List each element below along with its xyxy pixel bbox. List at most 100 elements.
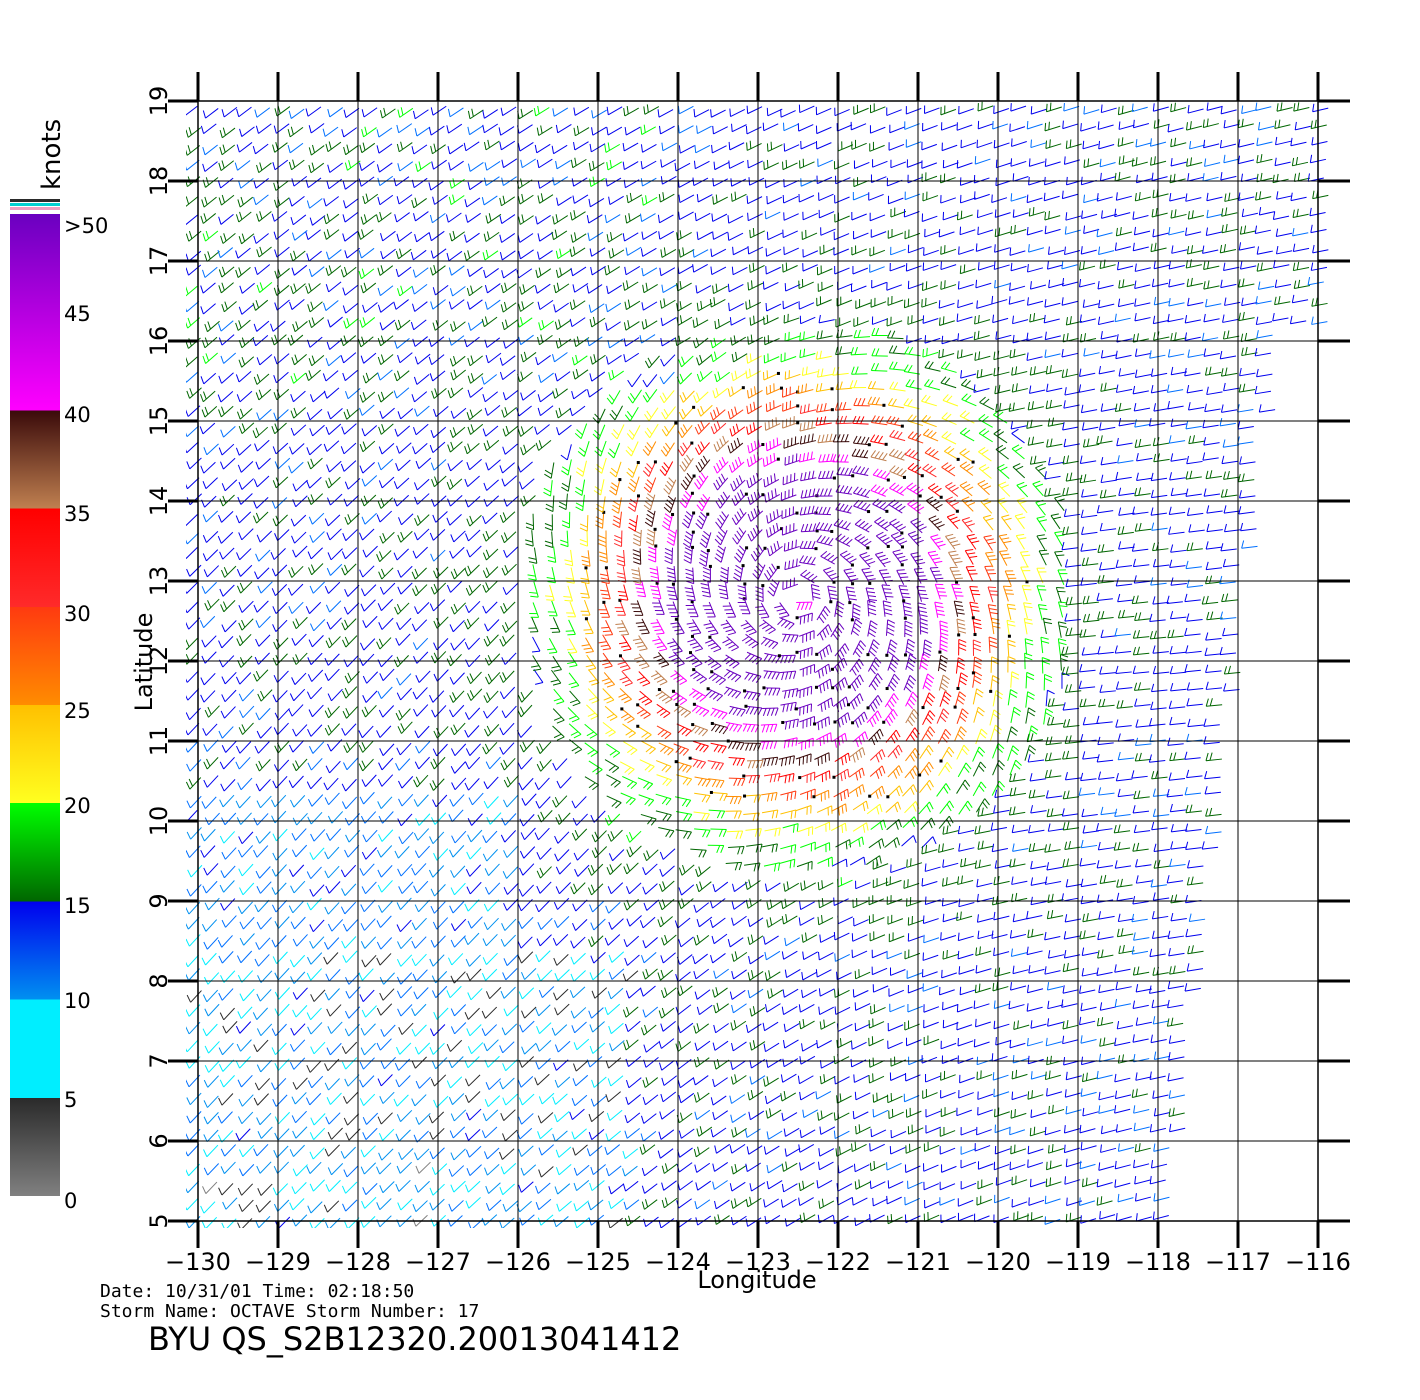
wind-barb [535, 355, 551, 366]
wind-barb [307, 652, 323, 666]
wind-barb [1081, 210, 1098, 219]
wind-barb [905, 379, 922, 390]
wind-barb [993, 428, 1008, 444]
wind-barb [802, 1109, 819, 1119]
wind-barb [943, 446, 960, 461]
wind-barb [1027, 1145, 1044, 1155]
wind-barb [731, 881, 748, 892]
wind-barb [907, 315, 924, 325]
wind-barb [782, 416, 800, 429]
wind-barb [1020, 566, 1031, 584]
wind-barb [186, 371, 199, 383]
wind-barb [978, 464, 992, 479]
wind-barb [678, 1092, 695, 1104]
y-tick-label: 19 [145, 86, 173, 117]
wind-barb [1032, 480, 1044, 497]
wind-barb [431, 159, 447, 170]
wind-barb [1134, 263, 1151, 272]
wind-barb [956, 210, 973, 221]
wind-barb [749, 228, 765, 239]
wind-barb [379, 319, 396, 331]
wind-barb [938, 316, 955, 326]
wind-barb [377, 796, 393, 809]
wind-barb [901, 835, 917, 847]
wind-barb [604, 705, 618, 721]
wind-barb [344, 513, 360, 525]
wind-barb [376, 953, 392, 966]
wind-barb [324, 1144, 340, 1157]
wind-barb [801, 1042, 817, 1052]
wind-barb [377, 194, 394, 206]
wind-barb [537, 1127, 553, 1140]
wind-barb [1078, 787, 1096, 796]
wind-barb [942, 859, 959, 868]
wind-barb [661, 1180, 677, 1191]
wind-barb [1132, 805, 1150, 814]
wind-barb [569, 317, 586, 328]
wind-barb [746, 195, 763, 205]
wind-barb [580, 582, 590, 599]
wind-barb [1027, 1055, 1044, 1065]
wind-barb [1202, 118, 1219, 128]
wind-barb [1152, 188, 1169, 199]
wind-barb [482, 580, 498, 593]
wind-barb [482, 933, 498, 947]
wind-barb [554, 849, 570, 862]
wind-barb [1114, 171, 1131, 182]
wind-barb [535, 796, 551, 809]
wind-barb [553, 953, 569, 966]
wind-barb [502, 1059, 518, 1072]
wind-barb [888, 499, 906, 514]
wind-barb [1012, 315, 1029, 325]
wind-barb [203, 1095, 219, 1108]
wind-barb [725, 810, 742, 819]
wind-barb [1186, 507, 1204, 516]
wind-barb [889, 482, 907, 496]
wind-barb [1153, 1193, 1170, 1202]
wind-barb [1114, 242, 1131, 251]
wind-barb [714, 527, 728, 546]
wind-barb [202, 266, 218, 278]
wind-barb [730, 1113, 746, 1123]
wind-barb [257, 1183, 273, 1196]
wind-barb [1026, 946, 1043, 956]
wind-barb [204, 1060, 220, 1073]
wind-barb [238, 863, 254, 877]
wind-barb [889, 361, 906, 371]
wind-barb [1117, 526, 1134, 535]
wind-barb [168, 705, 182, 717]
wind-barb [306, 336, 323, 348]
wind-barb [1185, 894, 1202, 904]
wind-barb [1080, 404, 1098, 414]
wind-barb [868, 1036, 884, 1047]
wind-barb [1152, 315, 1170, 325]
wind-barb [693, 968, 710, 980]
wind-barb [641, 195, 658, 206]
wind-barb [870, 1128, 887, 1138]
wind-barb [324, 902, 340, 915]
wind-barb [1010, 1144, 1027, 1155]
wind-barb [342, 529, 358, 541]
wind-barb [398, 513, 414, 526]
wind-barb [694, 776, 711, 787]
wind-barb [358, 725, 374, 739]
wind-barb [976, 914, 994, 923]
wind-barb [481, 968, 498, 981]
wind-barb [694, 212, 711, 222]
wind-barb [850, 121, 867, 131]
wind-barb [325, 1112, 341, 1125]
wind-barb [746, 1145, 763, 1155]
wind-barb [1184, 751, 1201, 760]
wind-barb [1118, 507, 1135, 516]
wind-barb [586, 1145, 603, 1157]
wind-barb [675, 811, 693, 822]
wind-barb [608, 248, 625, 259]
colorbar-label: 5 [64, 1088, 77, 1112]
wind-barb [255, 778, 271, 792]
wind-barb [1082, 140, 1099, 150]
wind-barb [640, 124, 656, 136]
wind-barb [755, 584, 765, 603]
wind-barb [344, 247, 360, 259]
wind-barb [779, 670, 797, 681]
wind-barb [1186, 698, 1203, 707]
